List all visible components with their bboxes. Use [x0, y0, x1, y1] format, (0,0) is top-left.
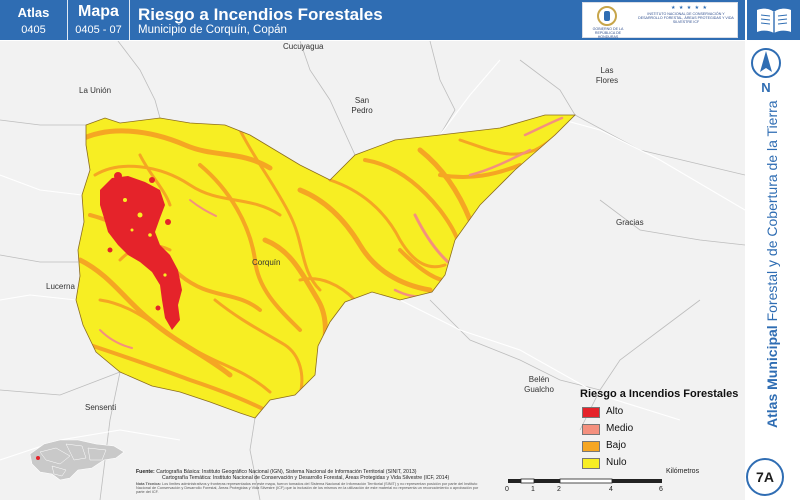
place-las-flores: Las Flores [595, 66, 619, 85]
atlas-book-button[interactable] [747, 0, 800, 40]
honduras-locator-map [29, 439, 125, 481]
source-label: Fuente: [136, 469, 155, 475]
scale-tick-4: 4 [609, 486, 613, 493]
source-line-2: Cartografía Temática: Instituto Nacional… [162, 475, 450, 482]
place-cucuyagua: Cucuyagua [283, 42, 324, 51]
map-label: Mapa [78, 3, 119, 20]
high-risk-zone [100, 172, 182, 330]
location-marker-icon [36, 456, 40, 460]
north-arrow-icon [751, 48, 781, 78]
place-lucerna: Lucerna [46, 282, 75, 291]
legend-label-bajo: Bajo [606, 440, 627, 451]
legend-label-nulo: Nulo [606, 457, 627, 468]
atlas-title-bold: Atlas Municipal [764, 325, 780, 428]
map-area[interactable] [0, 41, 745, 500]
legend: Riesgo a Incendios Forestales Alto Medio… [580, 388, 745, 472]
stars-icon: ★ ★ ★ ★ ★ [671, 5, 708, 11]
map-sources: Fuente: Cartografía Básica: Instituto Ge… [136, 469, 486, 495]
scale-bar-graphic [508, 478, 662, 484]
legend-label-medio: Medio [606, 423, 634, 434]
municipal-boundaries [0, 41, 745, 500]
sheet-badge: 7A [746, 458, 784, 496]
atlas-block: Atlas 0405 [0, 0, 68, 40]
title-block: Riesgo a Incendios Forestales Municipio … [130, 0, 580, 40]
map-title: Riesgo a Incendios Forestales [138, 5, 383, 24]
map-canvas [0, 41, 745, 500]
legend-swatch-bajo [582, 441, 600, 452]
map-number: 0405 - 07 [75, 24, 122, 36]
government-logo-text: GOBIERNO DE LA REPÚBLICA DE HONDURAS [592, 27, 624, 39]
scale-bar: Kilómetros 0 1 2 4 6 [500, 468, 740, 496]
header-bar: Atlas 0405 Mapa 0405 - 07 Riesgo a Incen… [0, 0, 745, 40]
map-block: Mapa 0405 - 07 [68, 0, 130, 40]
source-line-1: Cartografía Básica: Instituto Geográfico… [156, 469, 417, 475]
atlas-title-rest: Forestal y de Cobertura de la Tierra [764, 100, 780, 322]
legend-swatch-medio [582, 424, 600, 435]
legend-swatch-nulo [582, 458, 600, 469]
legend-swatch-alto [582, 407, 600, 418]
place-sensenti: Sensenti [85, 403, 117, 412]
scale-tick-6: 6 [659, 486, 663, 493]
roads [0, 59, 745, 461]
note-label: Nota Técnica: [136, 481, 161, 486]
place-la-union: La Unión [79, 86, 112, 95]
north-letter: N [761, 80, 771, 95]
atlas-vertical-title: Atlas Municipal Forestal y de Cobertura … [764, 100, 780, 428]
institution-logo-text: Instituto Nacional de Conservación y Des… [638, 12, 734, 25]
place-corquin: Corquín [252, 258, 281, 267]
place-belen-gualcho: Belén Gualcho [524, 375, 554, 394]
place-san-pedro: San Pedro [351, 96, 373, 115]
map-subtitle: Municipio de Corquín, Copán [138, 24, 287, 36]
north-arrow: N [751, 46, 781, 95]
atlas-number: 0405 [21, 24, 46, 36]
scale-unit: Kilómetros [666, 468, 700, 475]
technical-note: Los límites administrativos y fronteras … [136, 481, 479, 495]
legend-label-alto: Alto [606, 406, 624, 417]
place-gracias: Gracias [616, 218, 644, 227]
legend-title: Riesgo a Incendios Forestales [580, 388, 739, 400]
scale-tick-0: 0 [505, 486, 509, 493]
atlas-label: Atlas [17, 5, 50, 20]
government-seal-icon [597, 6, 617, 26]
municipality-outline [75, 114, 576, 419]
scale-tick-1: 1 [531, 486, 535, 493]
scale-tick-2: 2 [557, 486, 561, 493]
institution-logos: GOBIERNO DE LA REPÚBLICA DE HONDURAS ★ ★… [582, 2, 738, 39]
open-book-icon [757, 8, 791, 34]
